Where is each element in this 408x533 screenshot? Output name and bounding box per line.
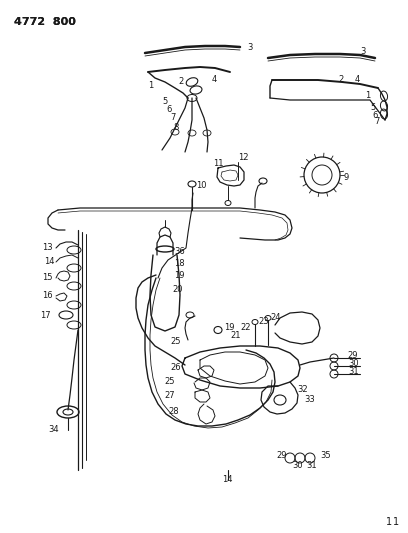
Text: 8: 8 — [173, 124, 178, 133]
Text: 30: 30 — [292, 461, 303, 470]
Text: 31: 31 — [306, 461, 317, 470]
Text: 24: 24 — [270, 313, 281, 322]
Text: 6: 6 — [372, 110, 377, 119]
Text: 31: 31 — [348, 367, 359, 376]
Text: 7: 7 — [170, 114, 175, 123]
Text: 1: 1 — [393, 517, 399, 527]
Text: 10: 10 — [196, 181, 206, 190]
Text: 21: 21 — [230, 332, 240, 341]
Text: 4772  800: 4772 800 — [14, 17, 76, 27]
Text: 36: 36 — [174, 247, 185, 256]
Text: 16: 16 — [42, 292, 53, 301]
Text: 1: 1 — [148, 82, 153, 91]
Text: 20: 20 — [172, 286, 182, 295]
Text: 27: 27 — [164, 392, 175, 400]
Text: 1: 1 — [365, 92, 370, 101]
Text: 30: 30 — [348, 359, 359, 368]
Text: 7: 7 — [374, 117, 379, 126]
Text: 19: 19 — [224, 324, 235, 333]
Text: 4: 4 — [355, 76, 360, 85]
Text: 32: 32 — [297, 385, 308, 394]
Text: 25: 25 — [170, 337, 180, 346]
Text: 33: 33 — [304, 395, 315, 405]
Text: 4: 4 — [212, 76, 217, 85]
Text: 5: 5 — [370, 102, 375, 111]
Text: 11: 11 — [213, 158, 224, 167]
Text: 34: 34 — [48, 425, 59, 434]
Text: 23: 23 — [258, 318, 268, 327]
Text: 2: 2 — [338, 76, 343, 85]
Text: 29: 29 — [276, 451, 286, 461]
Text: 6: 6 — [166, 106, 171, 115]
Text: 4772  800: 4772 800 — [14, 17, 76, 27]
Text: 14: 14 — [222, 475, 233, 484]
Text: 26: 26 — [170, 364, 181, 373]
Text: 22: 22 — [240, 324, 251, 333]
Text: 28: 28 — [168, 408, 179, 416]
Text: 3: 3 — [247, 44, 253, 52]
Text: 15: 15 — [42, 273, 53, 282]
Text: 17: 17 — [40, 311, 51, 319]
Text: 18: 18 — [174, 259, 185, 268]
Text: 25: 25 — [164, 377, 175, 386]
Text: 5: 5 — [162, 98, 167, 107]
Text: 29: 29 — [347, 351, 357, 360]
Text: 12: 12 — [238, 154, 248, 163]
Text: 3: 3 — [360, 47, 366, 56]
Text: 1: 1 — [386, 517, 392, 527]
Text: 13: 13 — [42, 244, 53, 253]
Text: 35: 35 — [320, 450, 330, 459]
Text: 14: 14 — [44, 257, 55, 266]
Text: 2: 2 — [178, 77, 183, 85]
Text: 9: 9 — [344, 174, 349, 182]
Text: 19: 19 — [174, 271, 184, 279]
